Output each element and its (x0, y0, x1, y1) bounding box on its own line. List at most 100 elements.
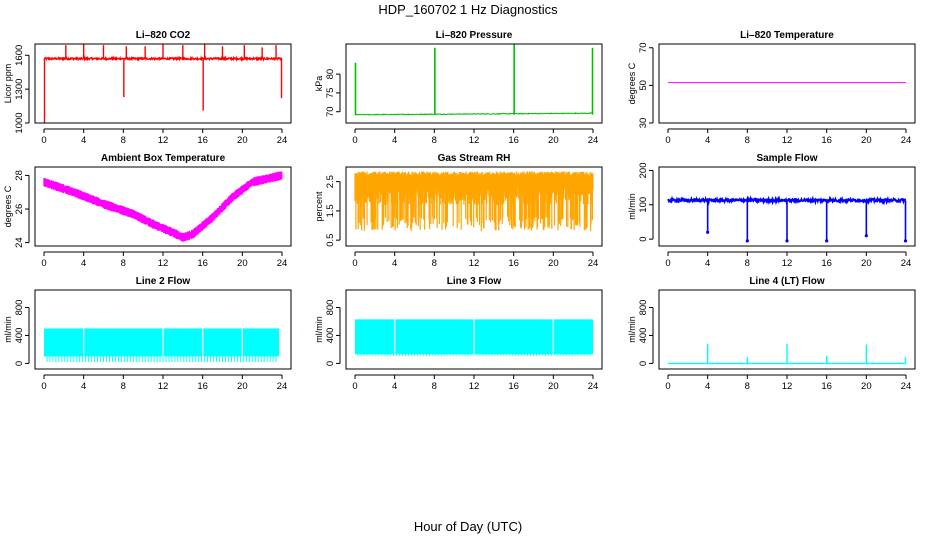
x-tick-label: 20 (861, 258, 872, 269)
series-data (44, 328, 280, 363)
y-tick-label: 30 (638, 118, 649, 129)
dip-point (745, 239, 749, 243)
y-tick-label: 28 (14, 170, 25, 181)
x-tick-label: 0 (352, 381, 357, 392)
panel-title: Li–820 Pressure (436, 30, 513, 41)
y-tick-label: 100 (638, 197, 649, 213)
figure-x-axis-label: Hour of Day (UTC) (414, 519, 522, 534)
series-data (355, 319, 593, 356)
x-tick-label: 12 (158, 258, 169, 269)
plot-frame (345, 166, 603, 247)
x-tick-label: 24 (588, 135, 599, 146)
y-tick-label: 800 (14, 300, 25, 316)
y-tick-label: 0 (638, 361, 649, 366)
y-axis-label: ml/min (627, 316, 637, 343)
plot-frame (658, 289, 916, 370)
x-tick-label: 8 (121, 135, 126, 146)
plot-frame (345, 43, 603, 124)
x-tick-label: 12 (469, 381, 480, 392)
x-tick-label: 4 (705, 258, 710, 269)
x-tick-label: 20 (861, 381, 872, 392)
y-axis-label: ml/min (3, 316, 13, 343)
x-tick-label: 0 (41, 135, 46, 146)
x-tick-label: 0 (352, 258, 357, 269)
x-tick-label: 20 (548, 135, 559, 146)
x-tick-label: 4 (81, 135, 86, 146)
flow-block (44, 328, 280, 357)
y-tick-label: 24 (14, 237, 25, 248)
x-tick-label: 16 (821, 381, 832, 392)
series-data (354, 44, 594, 116)
series-data (43, 44, 283, 123)
x-tick-label: 12 (782, 381, 793, 392)
x-tick-label: 8 (745, 258, 750, 269)
series-data (668, 343, 907, 365)
y-axis-label: degrees C (627, 62, 637, 104)
series-data (667, 195, 908, 243)
x-tick-label: 16 (508, 381, 519, 392)
x-tick-label: 0 (352, 135, 357, 146)
y-axis-label: percent (314, 191, 324, 222)
panel-1: Li–820 CO2 Licor ppm 0 4 8 12 16 20 24 1000 1300 16… (3, 30, 292, 146)
panel-title: Line 2 Flow (136, 276, 191, 287)
y-tick-label: 1300 (14, 79, 25, 100)
dip-point (825, 239, 829, 243)
x-tick-label: 24 (277, 135, 288, 146)
panel-title: Line 4 (LT) Flow (749, 276, 825, 287)
x-tick-label: 16 (197, 135, 208, 146)
x-tick-label: 12 (469, 258, 480, 269)
panel-5: Gas Stream RH percent 0 4 8 12 16 20 24 0.5 1.5 2.5 (314, 153, 603, 269)
panel-3: Li–820 Temperature degrees C 0 4 8 12 16 20 24 30… (627, 30, 916, 146)
panel-title: Gas Stream RH (438, 153, 511, 164)
panel-4: Ambient Box Temperature degrees C 0 4 8 12 16 2… (3, 153, 292, 269)
panel-title: Li–820 Temperature (740, 30, 834, 41)
x-tick-label: 4 (705, 135, 710, 146)
x-tick-label: 4 (705, 381, 710, 392)
x-tick-label: 8 (121, 381, 126, 392)
panel-6: Sample Flow ml/min 0 4 8 12 16 20 24 0 100 200 (627, 153, 916, 269)
y-tick-label: 1600 (14, 45, 25, 66)
y-tick-label: 26 (14, 204, 25, 215)
y-tick-label: 0 (14, 361, 25, 366)
panel-7: Line 2 Flow ml/min 0 4 8 12 16 20 24 0 400 800 (3, 276, 292, 392)
x-tick-label: 4 (392, 381, 397, 392)
y-axis-label: Licor ppm (3, 64, 13, 104)
series-data (43, 171, 283, 242)
plot-frame (658, 166, 916, 247)
x-tick-label: 0 (665, 381, 670, 392)
panel-title: Ambient Box Temperature (101, 153, 226, 164)
x-tick-label: 24 (277, 381, 288, 392)
dip-point (903, 239, 908, 243)
plot-frame (34, 166, 292, 247)
x-tick-label: 4 (81, 258, 86, 269)
x-tick-label: 20 (237, 381, 248, 392)
x-tick-label: 12 (782, 258, 793, 269)
y-tick-label: 0 (325, 361, 336, 366)
plot-frame (34, 43, 292, 124)
y-tick-label: 400 (325, 328, 336, 344)
x-tick-label: 12 (158, 381, 169, 392)
x-tick-label: 0 (665, 135, 670, 146)
y-tick-label: 50 (638, 80, 649, 91)
y-tick-label: 75 (325, 88, 336, 99)
dip-point (706, 230, 710, 234)
y-tick-label: 70 (638, 42, 649, 53)
x-tick-label: 16 (821, 135, 832, 146)
x-tick-label: 4 (392, 258, 397, 269)
x-tick-label: 16 (508, 258, 519, 269)
x-tick-label: 8 (121, 258, 126, 269)
x-tick-label: 24 (277, 258, 288, 269)
x-tick-label: 16 (821, 258, 832, 269)
y-axis-label: degrees C (3, 185, 13, 227)
x-tick-label: 24 (588, 381, 599, 392)
x-tick-label: 8 (745, 381, 750, 392)
x-tick-label: 8 (432, 381, 437, 392)
y-tick-label: 400 (638, 328, 649, 344)
y-axis-label: ml/min (627, 193, 637, 220)
x-tick-label: 16 (197, 381, 208, 392)
x-tick-label: 20 (237, 258, 248, 269)
y-axis-label: ml/min (314, 316, 324, 343)
x-tick-label: 20 (861, 135, 872, 146)
x-tick-label: 8 (745, 135, 750, 146)
